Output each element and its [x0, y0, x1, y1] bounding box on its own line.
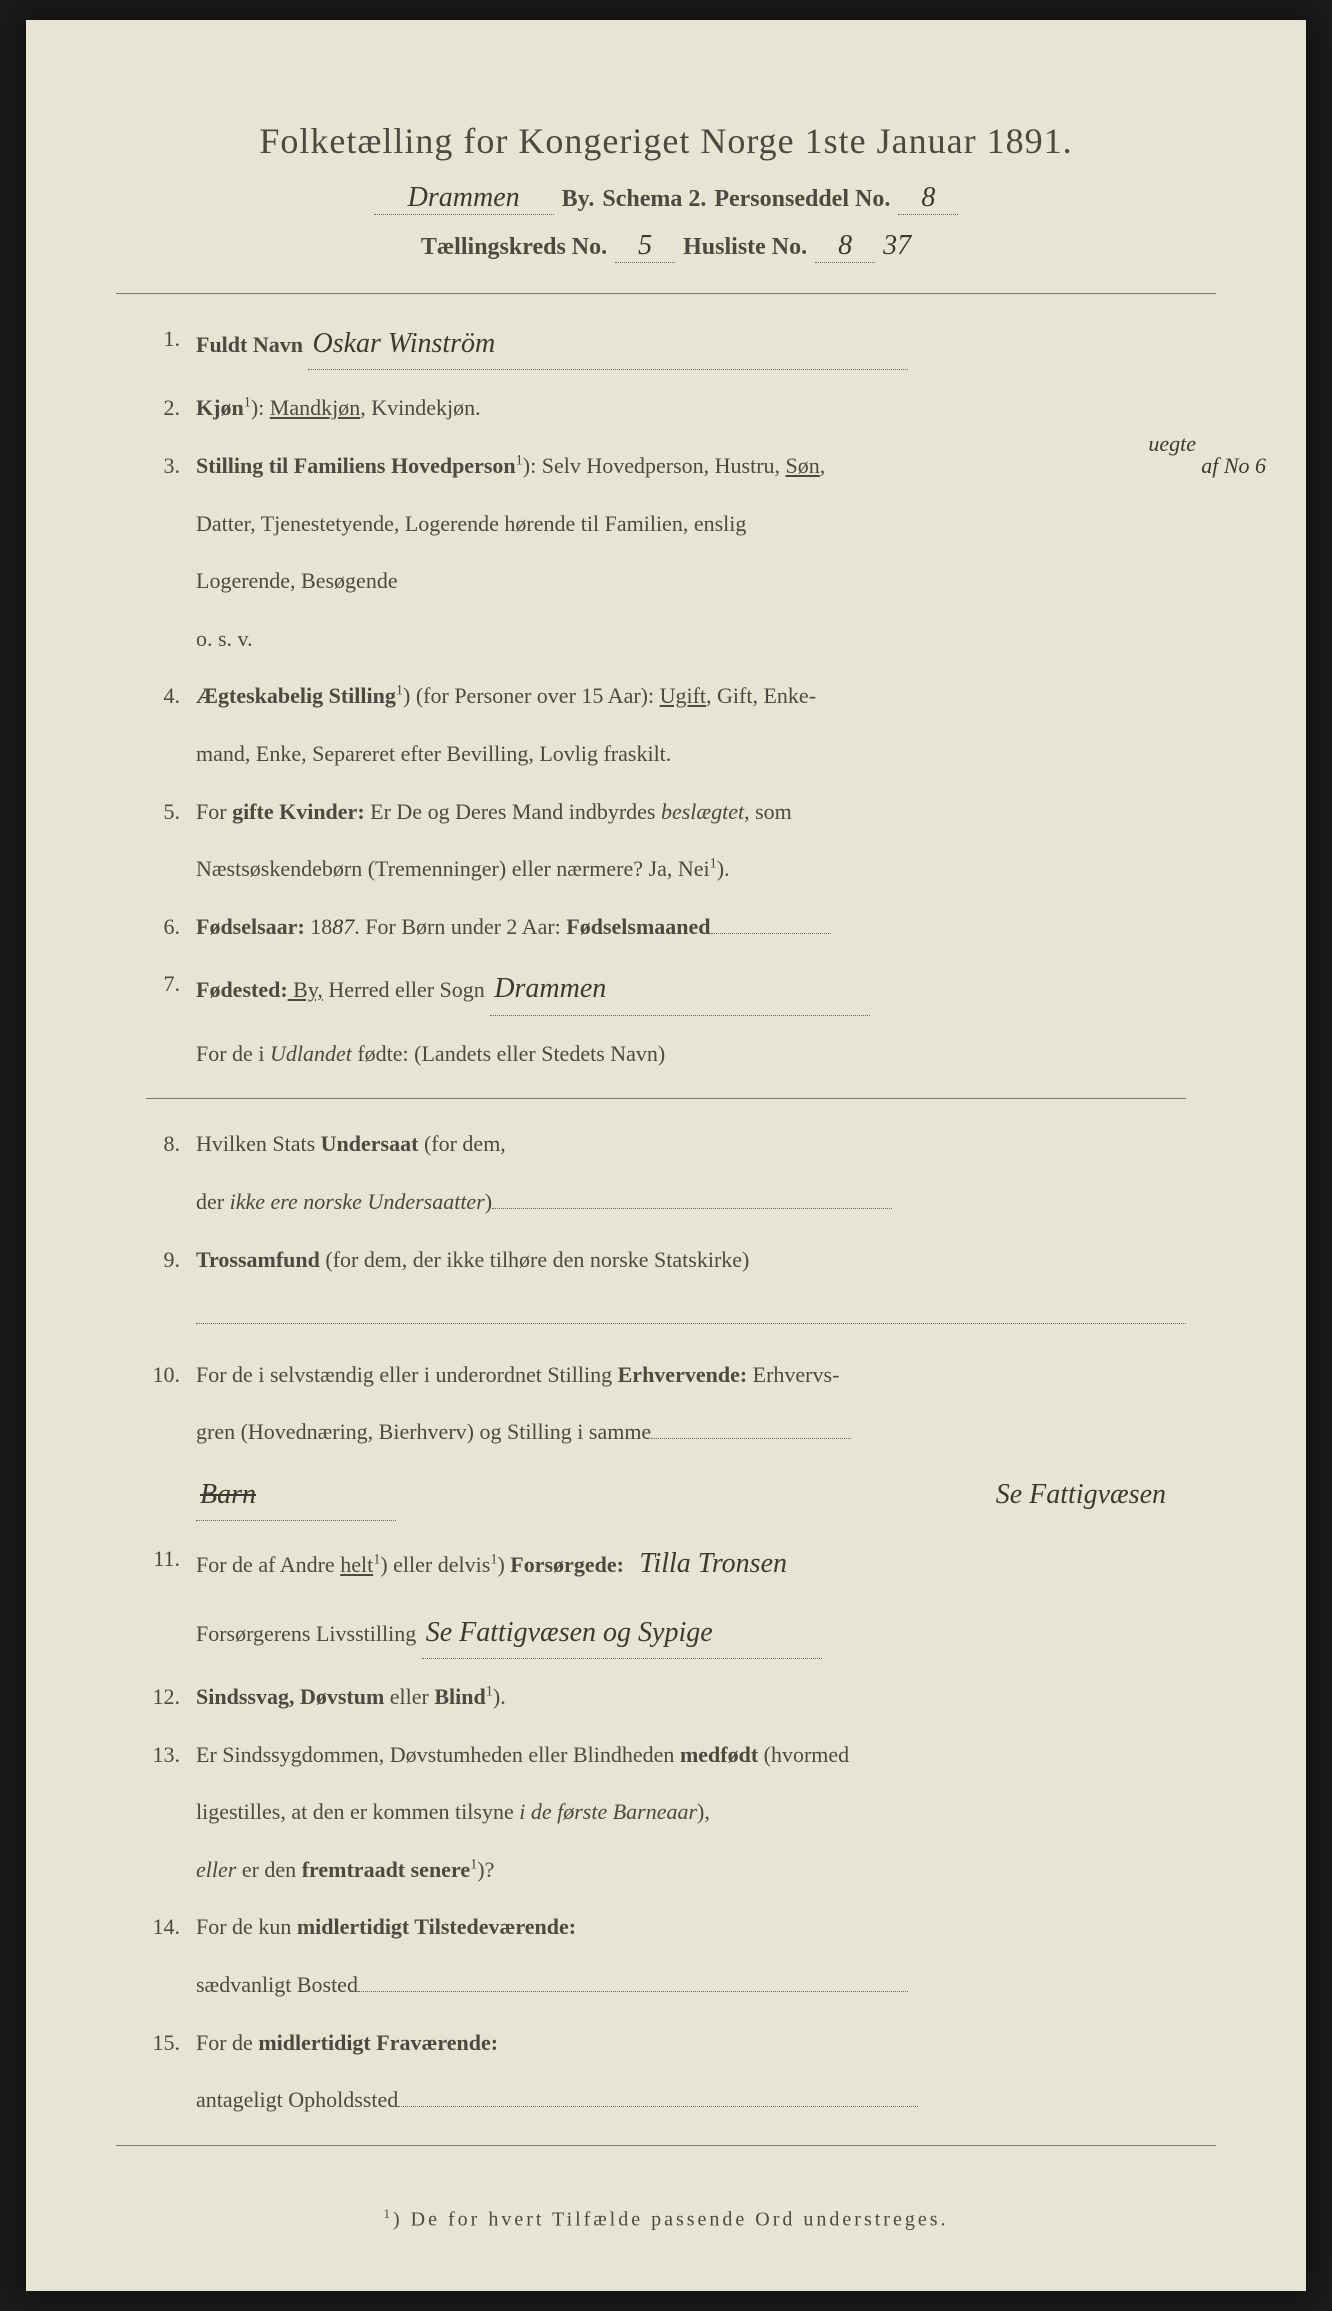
- birthplace-field: Drammen: [490, 964, 870, 1015]
- census-form-page: Folketælling for Kongeriget Norge 1ste J…: [26, 20, 1306, 2291]
- row-13-congenital: 13. Er Sindssygdommen, Døvstumheden elle…: [146, 1735, 1186, 1775]
- form-body: 1. Fuldt Navn Oskar Winström 2. Kjøn1): …: [116, 319, 1216, 2120]
- schema-label: Schema 2.: [602, 186, 706, 213]
- row-1-name: 1. Fuldt Navn Oskar Winström: [146, 319, 1186, 370]
- row-13-line3: eller er den fremtraadt senere1)?: [146, 1850, 1186, 1890]
- personseddel-label: Personseddel No.: [714, 186, 890, 213]
- row-11-supported: 11. For de af Andre helt1) eller delvis1…: [146, 1539, 1186, 1589]
- row-14-temp-present: 14. For de kun midlertidigt Tilstedevære…: [146, 1907, 1186, 1947]
- row-10-line2: gren (Hovednæring, Bierhverv) og Stillin…: [146, 1412, 1186, 1452]
- husliste-label: Husliste No.: [683, 234, 807, 261]
- row-3-relation: 3. Stilling til Familiens Hovedperson1):…: [146, 446, 1186, 486]
- row-7-line2: For de i Udlandet fødte: (Landets eller …: [146, 1034, 1186, 1074]
- row-3-line2: Datter, Tjenestetyende, Logerende hørend…: [146, 504, 1186, 544]
- kreds-label: Tællingskreds No.: [421, 234, 607, 261]
- row-4-line2: mand, Enke, Separeret efter Bevilling, L…: [146, 734, 1186, 774]
- row-14-line2: sædvanligt Bosted: [146, 1965, 1186, 2005]
- occupation-value-2: Se Fattigvæsen: [996, 1470, 1166, 1521]
- row-9-blank: [146, 1297, 1186, 1337]
- row-15-temp-absent: 15. For de midlertidigt Fraværende:: [146, 2023, 1186, 2063]
- row-8-line2: der ikke ere norske Undersaatter): [146, 1182, 1186, 1222]
- kreds-field: 5: [615, 230, 675, 263]
- margin-note-uegte: uegte: [1148, 424, 1196, 464]
- row-15-line2: antageligt Opholdssted: [146, 2080, 1186, 2120]
- selected-mandkjon: Mandkjøn: [270, 395, 360, 420]
- birth-year-value: 87: [332, 907, 354, 947]
- row-2-sex: 2. Kjøn1): Mandkjøn, Kvindekjøn.: [146, 388, 1186, 428]
- selected-ugift: Ugift: [660, 683, 706, 708]
- divider-mid: [146, 1098, 1186, 1099]
- name-field: Oskar Winström: [308, 319, 908, 370]
- kreds-husliste-row: Tællingskreds No. 5 Husliste No. 8 37: [136, 230, 1196, 263]
- row-9-religion: 9. Trossamfund (for dem, der ikke tilhør…: [146, 1240, 1186, 1280]
- supporter-name: Tilla Tronsen: [639, 1539, 787, 1589]
- row-10-values: Barn Se Fattigvæsen: [146, 1470, 1186, 1521]
- husliste-field: 8: [815, 230, 875, 263]
- row-7-birthplace: 7. Fødested: By, Herred eller Sogn Dramm…: [146, 964, 1186, 1015]
- husliste-extra: 37: [883, 230, 911, 262]
- personseddel-field: 8: [898, 182, 958, 215]
- supporter-occupation: Se Fattigvæsen og Sypige: [426, 1608, 713, 1658]
- selected-son: Søn: [786, 453, 820, 478]
- footnote: 1) De for hvert Tilfælde passende Ord un…: [116, 2206, 1216, 2232]
- row-12-disability: 12. Sindssvag, Døvstum eller Blind1).: [146, 1677, 1186, 1717]
- form-header: Folketælling for Kongeriget Norge 1ste J…: [116, 120, 1216, 263]
- divider-top: [116, 293, 1216, 294]
- city-field: Drammen: [374, 182, 554, 215]
- row-5-married-women: 5. For gifte Kvinder: Er De og Deres Man…: [146, 792, 1186, 832]
- margin-note-af-no: af No 6: [1201, 446, 1266, 486]
- by-label: By.: [562, 186, 595, 213]
- divider-bottom: [116, 2145, 1216, 2146]
- row-3-line3: Logerende, Besøgende: [146, 561, 1186, 601]
- row-4-marital: 4. Ægteskabelig Stilling1) (for Personer…: [146, 676, 1186, 716]
- city-schema-row: Drammen By. Schema 2. Personseddel No. 8: [136, 182, 1196, 215]
- form-title: Folketælling for Kongeriget Norge 1ste J…: [136, 120, 1196, 162]
- row-6-birthyear: 6. Fødselsaar: 1887. For Børn under 2 Aa…: [146, 907, 1186, 947]
- row-11-line2: Forsørgerens Livsstilling Se Fattigvæsen…: [146, 1608, 1186, 1659]
- occupation-value-1: Barn: [200, 1470, 256, 1520]
- row-13-line2: ligestilles, at den er kommen tilsyne i …: [146, 1792, 1186, 1832]
- row-10-occupation: 10. For de i selvstændig eller i underor…: [146, 1355, 1186, 1395]
- selected-by: By,: [288, 977, 323, 1002]
- row-3-line4: o. s. v.: [146, 619, 1186, 659]
- row-8-citizenship: 8. Hvilken Stats Undersaat (for dem,: [146, 1124, 1186, 1164]
- row-5-line2: Næstsøskendebørn (Tremenninger) eller næ…: [146, 849, 1186, 889]
